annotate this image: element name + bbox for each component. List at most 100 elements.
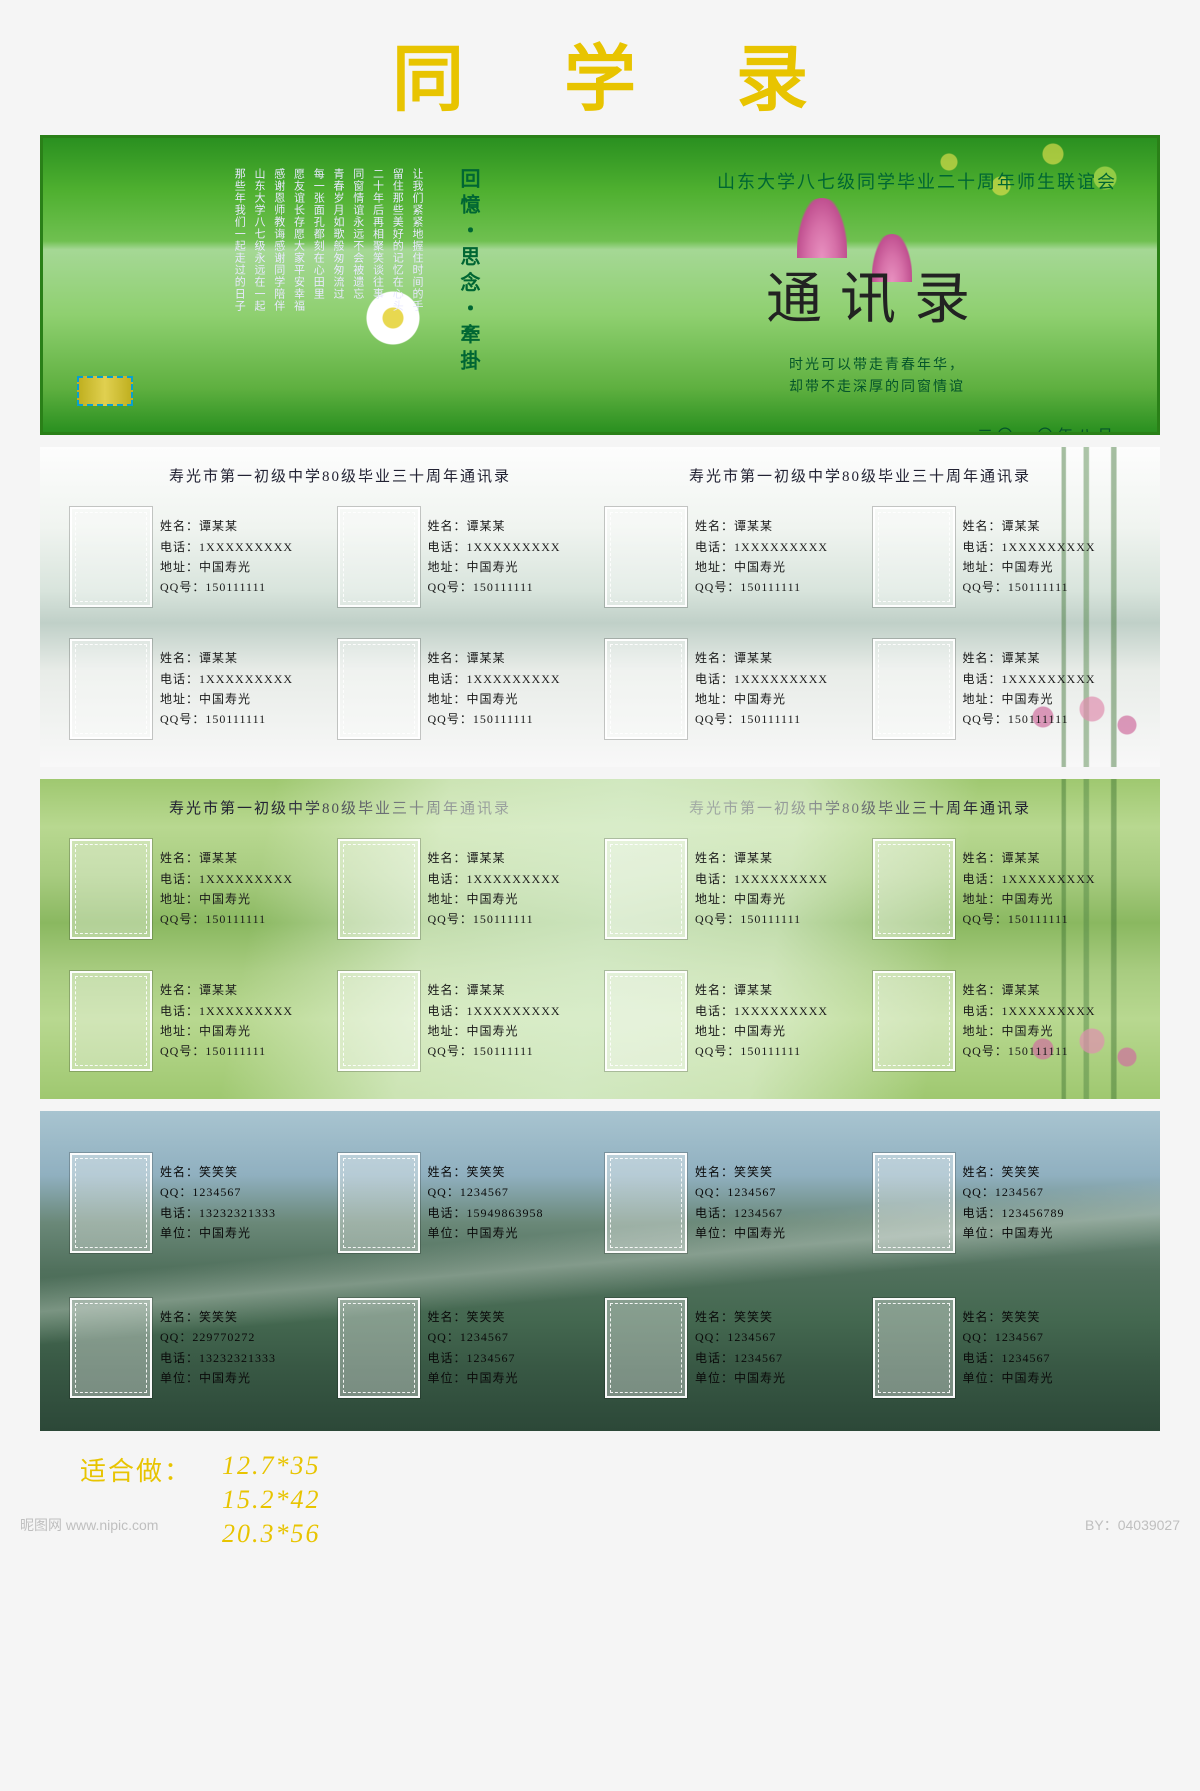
photo-frame — [338, 839, 420, 939]
photo-frame — [605, 1153, 687, 1253]
photo-frame — [605, 639, 687, 739]
poem-column: 同窗情谊永远不会被遗忘 — [350, 168, 364, 398]
photo-frame — [873, 639, 955, 739]
poem-column: 每一张面孔都刻在心田里 — [311, 168, 325, 398]
contact-cell: 姓名谭某某电话1XXXXXXXXX地址中国寿光QQ号150111111 — [70, 828, 328, 950]
contact-info: 姓名谭某某电话1XXXXXXXXX地址中国寿光QQ号150111111 — [428, 516, 561, 598]
photo-frame — [70, 1153, 152, 1253]
contact-cell: 姓名谭某某电话1XXXXXXXXX地址中国寿光QQ号150111111 — [338, 828, 596, 950]
contact-info: 姓名谭某某电话1XXXXXXXXX地址中国寿光QQ号150111111 — [160, 516, 293, 598]
contact-info: 姓名笑笑笑QQ1234567电话1234567单位中国寿光 — [695, 1307, 786, 1389]
main-title: 同学录 — [40, 0, 1160, 135]
photo-frame — [70, 1298, 152, 1398]
watermark-right: BY：04039027 — [1085, 1515, 1180, 1535]
poem-column: 愿友谊长存愿大家平安幸福 — [291, 168, 305, 398]
photo-frame — [605, 839, 687, 939]
photo-frame — [70, 839, 152, 939]
photo-frame — [873, 507, 955, 607]
contact-info: 姓名谭某某电话1XXXXXXXXX地址中国寿光QQ号150111111 — [160, 848, 293, 930]
poem-column: 感谢恩师教诲感谢同学陪伴 — [271, 168, 285, 398]
contact-cell: 姓名谭某某电话1XXXXXXXXX地址中国寿光QQ号150111111 — [873, 496, 1131, 618]
contact-cell: 姓名笑笑笑QQ1234567电话1234567单位中国寿光 — [605, 1135, 863, 1270]
contact-cell: 姓名谭某某电话1XXXXXXXXX地址中国寿光QQ号150111111 — [873, 960, 1131, 1082]
photo-frame — [873, 971, 955, 1071]
photo-frame — [338, 1298, 420, 1398]
contact-info: 姓名谭某某电话1XXXXXXXXX地址中国寿光QQ号150111111 — [963, 516, 1096, 598]
contact-info: 姓名笑笑笑QQ1234567电话1234567单位中国寿光 — [963, 1307, 1054, 1389]
contact-cell: 姓名谭某某电话1XXXXXXXXX地址中国寿光QQ号150111111 — [338, 960, 596, 1082]
contact-cell: 姓名谭某某电话1XXXXXXXXX地址中国寿光QQ号150111111 — [605, 496, 863, 618]
contact-info: 姓名谭某某电话1XXXXXXXXX地址中国寿光QQ号150111111 — [695, 980, 828, 1062]
photo-frame — [338, 639, 420, 739]
cover-university-line: 山东大学八七级同学毕业二十周年师生联谊会 — [637, 168, 1117, 194]
poem-column: 山东大学八七级永远在一起 — [251, 168, 265, 398]
contact-cell: 姓名笑笑笑QQ1234567电话13232321333单位中国寿光 — [70, 1135, 328, 1270]
contact-info: 姓名谭某某电话1XXXXXXXXX地址中国寿光QQ号150111111 — [428, 980, 561, 1062]
footer-label: 适合做： — [80, 1451, 192, 1488]
contact-cell: 姓名谭某某电话1XXXXXXXXX地址中国寿光QQ号150111111 — [873, 628, 1131, 750]
contact-info: 姓名笑笑笑QQ1234567电话15949863958单位中国寿光 — [428, 1162, 544, 1244]
contact-cell: 姓名笑笑笑QQ1234567电话1234567单位中国寿光 — [605, 1280, 863, 1415]
contact-info: 姓名谭某某电话1XXXXXXXXX地址中国寿光QQ号150111111 — [160, 648, 293, 730]
footer-size: 20.3*56 — [222, 1519, 321, 1549]
cover-poem: 让我们紧紧地握住时间的手留住那些美好的记忆在心头二十年后再相聚笑谈往事同窗情谊永… — [83, 168, 423, 398]
photo-frame — [605, 1298, 687, 1398]
contact-info: 姓名谭某某电话1XXXXXXXXX地址中国寿光QQ号150111111 — [428, 848, 561, 930]
cover-banner: 让我们紧紧地握住时间的手留住那些美好的记忆在心头二十年后再相聚笑谈往事同窗情谊永… — [40, 135, 1160, 435]
panel-header: 寿光市第一初级中学80级毕业三十周年通讯录 — [169, 465, 511, 486]
photo-frame — [605, 971, 687, 1071]
contact-info: 姓名谭某某电话1XXXXXXXXX地址中国寿光QQ号150111111 — [963, 980, 1096, 1062]
contact-cell: 姓名笑笑笑QQ1234567电话1234567单位中国寿光 — [873, 1280, 1131, 1415]
contact-cell: 姓名谭某某电话1XXXXXXXXX地址中国寿光QQ号150111111 — [70, 496, 328, 618]
footer-size: 15.2*42 — [222, 1485, 321, 1515]
contact-cell: 姓名谭某某电话1XXXXXXXXX地址中国寿光QQ号150111111 — [873, 828, 1131, 950]
footer-size: 12.7*35 — [222, 1451, 321, 1481]
contact-cell: 姓名谭某某电话1XXXXXXXXX地址中国寿光QQ号150111111 — [338, 628, 596, 750]
poem-column: 二十年后再相聚笑谈往事 — [370, 168, 384, 398]
cover-book-title: 通讯录 — [637, 254, 1117, 335]
poem-column: 青春岁月如歌般匆匆流过 — [330, 168, 344, 398]
photo-frame — [338, 507, 420, 607]
contact-info: 姓名谭某某电话1XXXXXXXXX地址中国寿光QQ号150111111 — [428, 648, 561, 730]
contact-info: 姓名笑笑笑QQ229770272电话13232321333单位中国寿光 — [160, 1307, 276, 1389]
contact-info: 姓名谭某某电话1XXXXXXXXX地址中国寿光QQ号150111111 — [695, 516, 828, 598]
contact-cell: 姓名谭某某电话1XXXXXXXXX地址中国寿光QQ号150111111 — [605, 960, 863, 1082]
photo-frame — [70, 507, 152, 607]
contact-cell: 姓名笑笑笑QQ1234567电话123456789单位中国寿光 — [873, 1135, 1131, 1270]
cover-stamp-icon — [77, 376, 133, 406]
cover-subtitle-1: 时光可以带走青春年华， — [637, 355, 1117, 377]
photo-frame — [873, 1153, 955, 1253]
contact-cell: 姓名笑笑笑QQ1234567电话15949863958单位中国寿光 — [338, 1135, 596, 1270]
photo-frame — [605, 507, 687, 607]
poem-column: 留住那些美好的记忆在心头 — [390, 168, 404, 398]
cover-date: 二〇一〇年八月 — [637, 422, 1117, 435]
contact-info: 姓名笑笑笑QQ1234567电话13232321333单位中国寿光 — [160, 1162, 276, 1244]
contact-cell: 姓名谭某某电话1XXXXXXXXX地址中国寿光QQ号150111111 — [70, 960, 328, 1082]
contact-info: 姓名谭某某电话1XXXXXXXXX地址中国寿光QQ号150111111 — [695, 648, 828, 730]
poem-column: 那些年我们一起走过的日子 — [232, 168, 246, 398]
photo-frame — [338, 971, 420, 1071]
contact-info: 姓名谭某某电话1XXXXXXXXX地址中国寿光QQ号150111111 — [695, 848, 828, 930]
contact-info: 姓名谭某某电话1XXXXXXXXX地址中国寿光QQ号150111111 — [963, 648, 1096, 730]
contact-cell: 姓名谭某某电话1XXXXXXXXX地址中国寿光QQ号150111111 — [338, 496, 596, 618]
contact-info: 姓名笑笑笑QQ1234567电话123456789单位中国寿光 — [963, 1162, 1065, 1244]
photo-frame — [873, 839, 955, 939]
panel-header: 寿光市第一初级中学80级毕业三十周年通讯录 — [689, 465, 1031, 486]
footer: 适合做： 12.7*35 15.2*42 20.3*56 — [80, 1451, 1120, 1549]
contact-cell: 姓名谭某某电话1XXXXXXXXX地址中国寿光QQ号150111111 — [605, 828, 863, 950]
contact-panel-1: 寿光市第一初级中学80级毕业三十周年通讯录 寿光市第一初级中学80级毕业三十周年… — [40, 447, 1160, 767]
contact-info: 姓名笑笑笑QQ1234567电话1234567单位中国寿光 — [695, 1162, 786, 1244]
contact-info: 姓名谭某某电话1XXXXXXXXX地址中国寿光QQ号150111111 — [160, 980, 293, 1062]
contact-cell: 姓名谭某某电话1XXXXXXXXX地址中国寿光QQ号150111111 — [70, 628, 328, 750]
contact-info: 姓名谭某某电话1XXXXXXXXX地址中国寿光QQ号150111111 — [963, 848, 1096, 930]
photo-frame — [70, 971, 152, 1071]
contact-panel-2: 寿光市第一初级中学80级毕业三十周年通讯录 寿光市第一初级中学80级毕业三十周年… — [40, 779, 1160, 1099]
contact-info: 姓名笑笑笑QQ1234567电话1234567单位中国寿光 — [428, 1307, 519, 1389]
cover-spine: 回憶・思念・牽掛 — [443, 168, 483, 408]
contact-panel-3: 姓名笑笑笑QQ1234567电话13232321333单位中国寿光姓名笑笑笑QQ… — [40, 1111, 1160, 1431]
cover-subtitle-2: 却带不走深厚的同窗情谊 — [637, 377, 1117, 399]
poem-column: 让我们紧紧地握住时间的手 — [409, 168, 423, 398]
watermark-left: 昵图网 www.nipic.com — [20, 1515, 158, 1535]
photo-frame — [873, 1298, 955, 1398]
photo-frame — [70, 639, 152, 739]
